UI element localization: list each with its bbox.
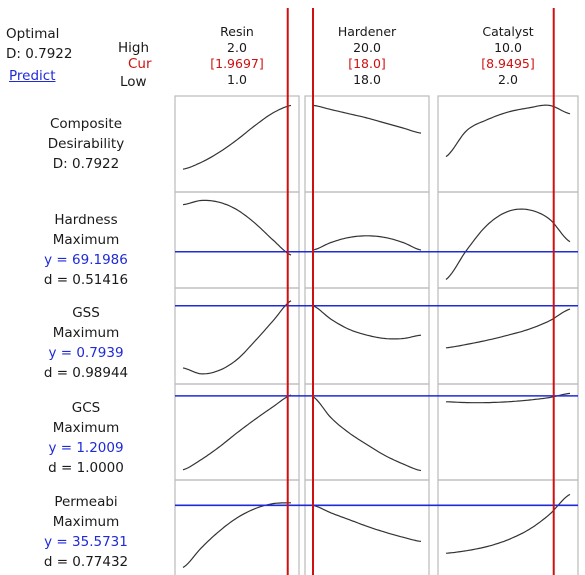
response-curve <box>182 394 292 471</box>
response-title: Permeabi <box>54 494 118 510</box>
panel-frame <box>304 479 430 575</box>
factor-current: [18.0] <box>348 56 386 71</box>
response-curve <box>312 504 422 542</box>
response-title: Composite <box>49 116 123 132</box>
panel-frame <box>437 95 579 193</box>
cur-label: Cur <box>128 56 152 72</box>
response-y-value: y = 0.7939 <box>48 345 124 361</box>
panel-frame <box>304 95 430 193</box>
panel-frame <box>437 287 579 385</box>
response-curve <box>445 493 571 554</box>
panel-frame <box>304 383 430 481</box>
factor-low: 2.0 <box>498 72 518 87</box>
response-curve <box>312 104 422 134</box>
factor-header-catalyst: Catalyst 10.0 [8.9495] 2.0 <box>438 24 578 88</box>
factor-current: [1.9697] <box>210 56 264 71</box>
response-label-gss: GSS Maximum y = 0.7939 d = 0.98944 <box>0 303 172 383</box>
factor-low: 1.0 <box>227 72 247 87</box>
response-goal: Maximum <box>52 514 120 530</box>
response-goal: Desirability <box>47 136 125 152</box>
response-d-value: d = 0.98944 <box>43 365 129 381</box>
panel-frame <box>174 95 300 193</box>
response-curve <box>312 235 422 251</box>
panel-frame <box>174 191 300 289</box>
factor-header-hardener: Hardener 20.0 [18.0] 18.0 <box>305 24 429 88</box>
response-title: GCS <box>71 400 101 416</box>
factor-name: Resin <box>220 24 254 39</box>
factor-header-resin: Resin 2.0 [1.9697] 1.0 <box>175 24 299 88</box>
response-curve <box>182 104 292 170</box>
panel-frame <box>437 383 579 481</box>
response-y-value: y = 35.5731 <box>44 534 128 550</box>
response-label-hardness: Hardness Maximum y = 69.1986 d = 0.51416 <box>0 210 172 290</box>
panel-frame <box>174 479 300 575</box>
panel-frame <box>437 191 579 289</box>
response-label-composite: Composite Desirability D: 0.7922 <box>0 114 172 174</box>
panel-frame <box>174 383 300 481</box>
response-y-value: y = 1.2009 <box>48 440 124 456</box>
panel-frame <box>174 287 300 385</box>
response-curve <box>182 300 292 375</box>
response-y-value: y = 69.1986 <box>44 252 128 268</box>
factor-high: 20.0 <box>353 40 381 55</box>
response-title: GSS <box>72 305 100 321</box>
response-d-value: d = 0.51416 <box>43 272 129 288</box>
optimal-label: Optimal <box>6 26 60 42</box>
response-curve <box>445 104 571 158</box>
response-title: Hardness <box>54 212 118 228</box>
panel-frame <box>437 479 579 575</box>
response-d-value: d = 0.77432 <box>43 554 129 570</box>
factor-current: [8.9495] <box>481 56 535 71</box>
response-curve <box>445 208 571 280</box>
response-value: D: 0.7922 <box>52 156 120 172</box>
factor-high: 10.0 <box>494 40 522 55</box>
panel-frame <box>304 191 430 289</box>
response-curve <box>446 392 571 404</box>
factor-high: 2.0 <box>227 40 247 55</box>
response-curve <box>182 199 292 256</box>
optimal-d-value: D: 0.7922 <box>6 46 73 62</box>
response-label-permeability: Permeabi Maximum y = 35.5731 d = 0.77432 <box>0 492 172 572</box>
low-label: Low <box>120 74 147 90</box>
panel-frame <box>304 287 430 385</box>
response-label-gcs: GCS Maximum y = 1.2009 d = 1.0000 <box>0 398 172 478</box>
predict-link[interactable]: Predict <box>9 68 56 84</box>
response-curve <box>182 502 291 568</box>
response-curve <box>445 308 571 349</box>
factor-low: 18.0 <box>353 72 381 87</box>
response-curve <box>312 396 422 472</box>
factor-name: Catalyst <box>482 24 534 39</box>
response-goal: Maximum <box>52 325 120 341</box>
factor-name: Hardener <box>337 24 397 39</box>
response-goal: Maximum <box>52 232 120 248</box>
high-label: High <box>118 40 150 56</box>
response-d-value: d = 1.0000 <box>48 460 124 476</box>
response-goal: Maximum <box>52 420 120 436</box>
response-curve <box>312 305 422 340</box>
